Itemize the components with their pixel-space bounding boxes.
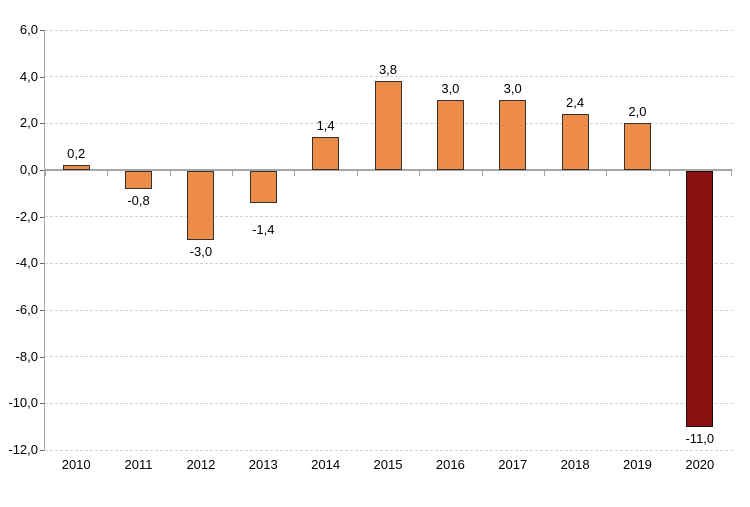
y-axis-tick xyxy=(40,310,45,311)
gridline xyxy=(45,309,733,311)
y-axis-tick xyxy=(40,356,45,358)
bar-2017 xyxy=(499,100,527,170)
bar-2020 xyxy=(686,171,714,427)
x-axis-category-label: 2014 xyxy=(311,457,341,472)
bar-value-label: 3,0 xyxy=(503,81,522,96)
bar-2013 xyxy=(249,171,277,203)
y-axis-tick-label: -8,0 xyxy=(15,348,38,364)
bar-value-label: -11,0 xyxy=(685,430,715,446)
bar-value-label: 2,4 xyxy=(566,95,585,110)
x-axis-category-label: 2013 xyxy=(248,457,278,472)
y-axis-tick xyxy=(40,123,45,125)
x-axis-tick xyxy=(232,169,234,176)
bar-value-label: 0,2 xyxy=(67,146,86,162)
gridline xyxy=(45,216,733,218)
x-axis-tick xyxy=(356,169,358,176)
bar-value-label: 2,0 xyxy=(628,104,647,120)
y-axis-tick-label: -2,0 xyxy=(15,208,38,224)
bar-2015 xyxy=(374,81,402,170)
bar-value-label: -3,0 xyxy=(189,244,213,259)
gridline xyxy=(45,449,733,451)
gridline xyxy=(45,262,733,264)
x-axis-tick xyxy=(731,169,732,176)
y-axis-tick xyxy=(40,263,45,265)
y-axis-tick xyxy=(40,76,45,78)
y-axis-tick-label: 2,0 xyxy=(19,115,38,131)
y-axis-tick xyxy=(40,450,45,451)
bar-2012 xyxy=(187,171,215,240)
y-axis-line xyxy=(44,30,45,451)
y-axis-tick-label: -6,0 xyxy=(15,302,38,317)
x-axis-category-label: 2015 xyxy=(373,457,403,472)
x-axis-category-label: 2020 xyxy=(685,457,715,472)
bar-value-label: -1,4 xyxy=(252,221,275,237)
y-axis-tick-label: 6,0 xyxy=(19,22,38,37)
bar-2018 xyxy=(561,114,589,170)
y-axis-tick-label: 0,0 xyxy=(19,162,38,177)
x-axis-category-label: 2018 xyxy=(560,457,590,472)
x-axis-tick xyxy=(543,169,545,176)
x-axis-category-label: 2011 xyxy=(124,457,153,472)
x-axis-tick xyxy=(107,169,109,176)
bar-value-label: 3,8 xyxy=(378,62,398,78)
gridline xyxy=(45,402,733,404)
y-axis-tick xyxy=(40,170,45,171)
x-axis-category-label: 2016 xyxy=(435,457,465,472)
y-axis-tick-label: 4,0 xyxy=(19,68,38,84)
bar-2011 xyxy=(125,171,153,189)
y-axis-tick xyxy=(40,216,45,218)
x-axis-category-label: 2017 xyxy=(498,457,528,472)
bar-value-label: 1,4 xyxy=(316,118,335,134)
x-axis-tick xyxy=(45,169,46,176)
x-axis-tick xyxy=(668,169,670,176)
x-axis-tick xyxy=(606,169,608,176)
x-axis-tick xyxy=(481,169,483,176)
bar-value-label: 3,0 xyxy=(441,81,460,96)
x-axis-tick xyxy=(294,169,296,176)
x-axis-line xyxy=(45,169,731,171)
bar-2016 xyxy=(436,100,464,170)
x-axis-category-label: 2010 xyxy=(61,457,91,472)
gridline xyxy=(45,76,733,78)
y-axis-tick-label: -4,0 xyxy=(15,255,38,271)
y-axis-tick xyxy=(40,403,45,405)
bar-2010 xyxy=(62,165,90,170)
y-axis-tick-label: -12,0 xyxy=(8,442,38,457)
bar-value-label: -0,8 xyxy=(127,192,150,208)
gridline xyxy=(45,29,733,31)
gridline xyxy=(45,356,733,358)
x-axis-tick xyxy=(419,169,421,176)
x-axis-tick xyxy=(169,169,171,176)
x-axis-category-label: 2012 xyxy=(186,457,216,472)
bar-2019 xyxy=(623,123,651,170)
x-axis-category-label: 2019 xyxy=(622,457,652,472)
y-axis-tick-label: -10,0 xyxy=(8,395,38,411)
bar-2014 xyxy=(312,137,340,170)
y-axis-tick xyxy=(40,30,45,31)
